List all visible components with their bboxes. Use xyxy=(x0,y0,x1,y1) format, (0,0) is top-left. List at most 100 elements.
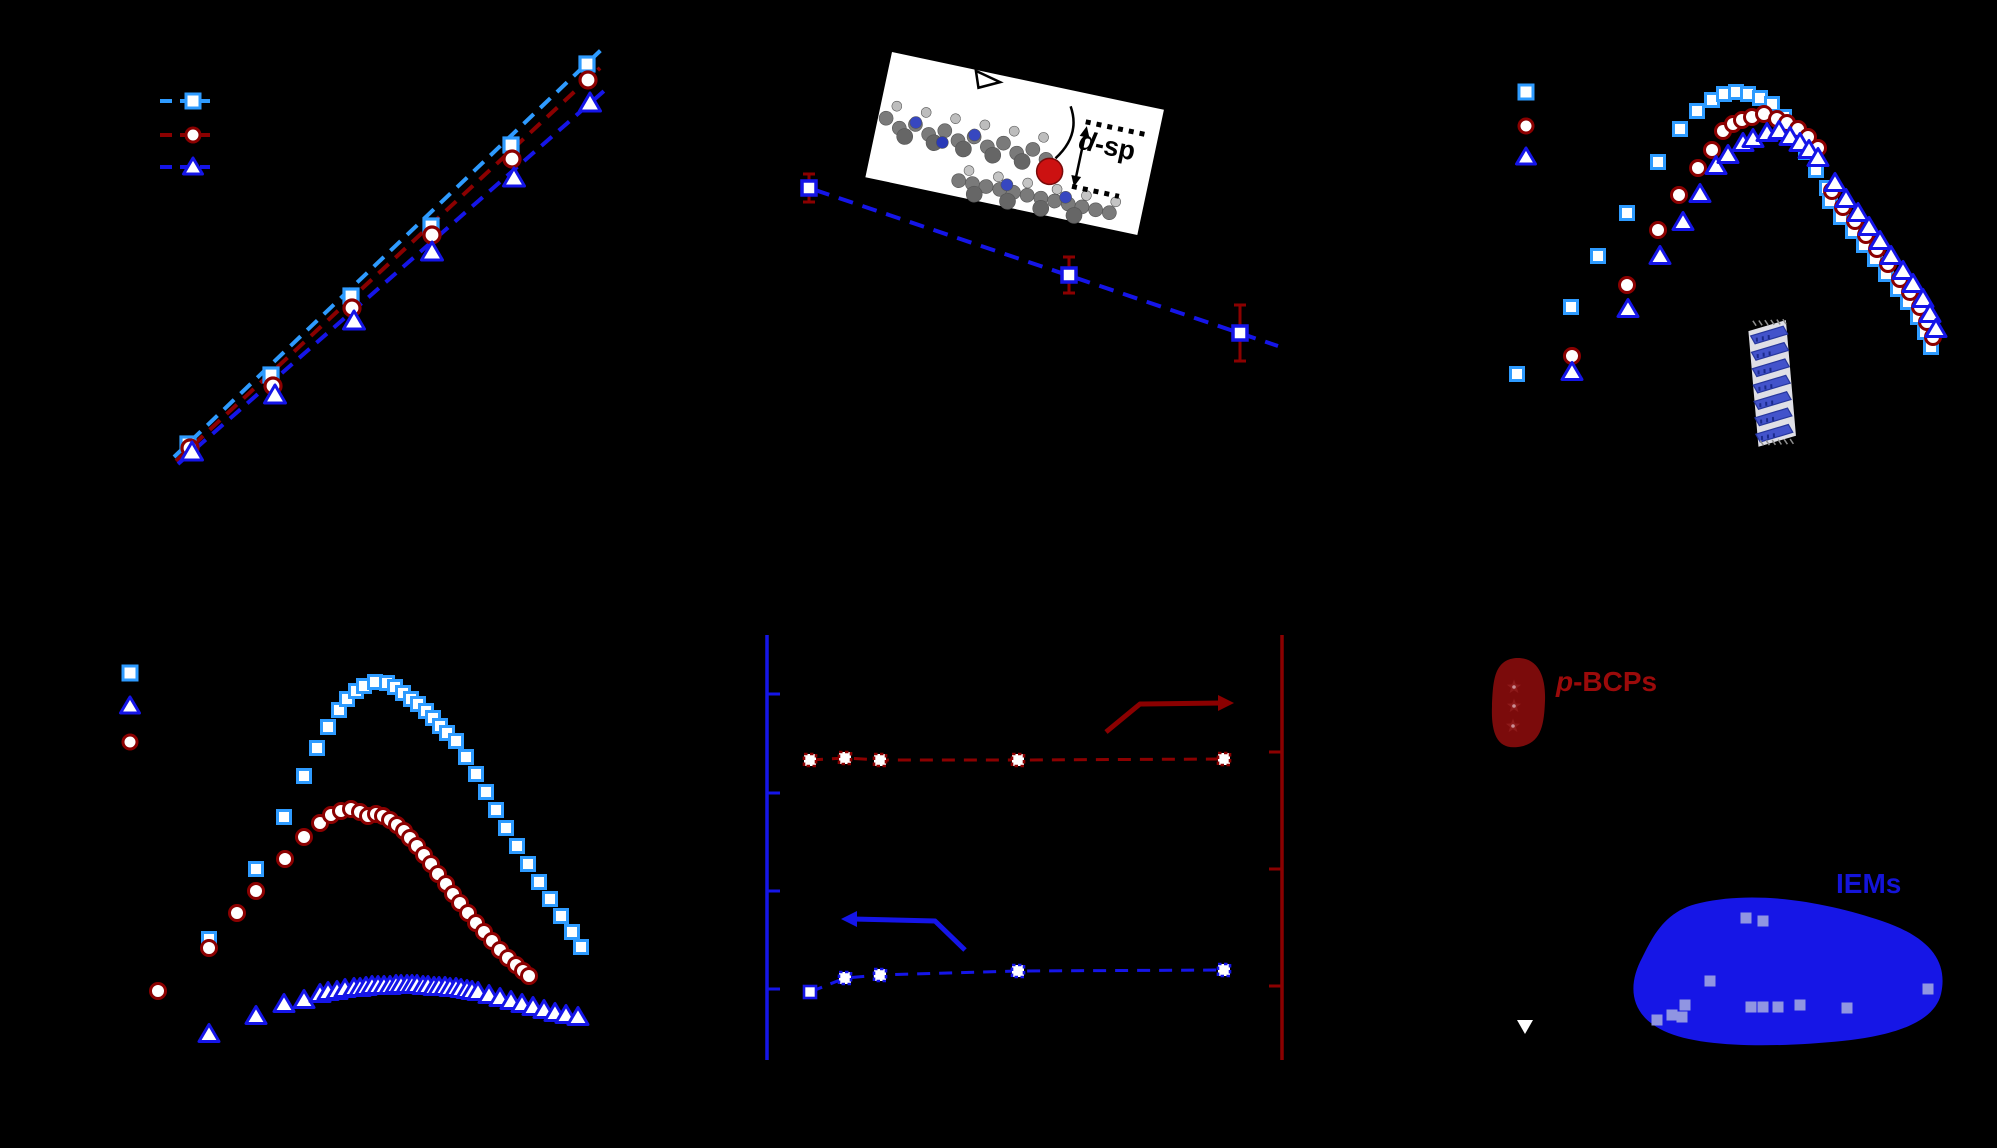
marker-square xyxy=(1689,103,1705,119)
marker-square xyxy=(802,752,818,768)
marker-square xyxy=(1010,752,1026,768)
marker-square xyxy=(468,766,484,782)
marker-square xyxy=(1679,999,1691,1011)
marker-square xyxy=(1010,963,1026,979)
marker-circle xyxy=(295,828,313,846)
series-triangles xyxy=(197,974,590,1043)
series-red-squares xyxy=(802,750,1232,768)
marker-square xyxy=(1672,121,1688,137)
panel-c xyxy=(1509,83,1948,447)
marker-square xyxy=(1666,1009,1678,1021)
marker-square xyxy=(1841,1002,1853,1014)
iems-region xyxy=(1633,897,1943,1046)
marker-square xyxy=(1757,915,1769,927)
fuzz-top xyxy=(1764,319,1769,326)
marker-square xyxy=(1794,999,1806,1011)
marker-square xyxy=(802,984,818,1000)
marker-square xyxy=(1060,266,1078,284)
fuzz-bottom xyxy=(1789,438,1794,445)
to-red-axis-arrowhead xyxy=(1218,695,1234,711)
series-triangles xyxy=(180,91,602,462)
open-arrowhead xyxy=(974,68,1004,90)
atom xyxy=(950,113,961,124)
marker-triangle xyxy=(1911,288,1935,308)
atom xyxy=(1065,207,1083,224)
marker-circle xyxy=(1618,276,1636,294)
marker-triangle xyxy=(342,309,366,331)
dspacing-arrow xyxy=(1074,133,1087,180)
marker-triangle xyxy=(1671,211,1695,231)
marker-triangle xyxy=(1879,245,1903,265)
marker-square xyxy=(1772,1001,1784,1013)
marker-square xyxy=(309,740,325,756)
marker-square xyxy=(184,92,202,110)
marker-triangle xyxy=(197,1023,221,1043)
marker-square xyxy=(578,55,596,73)
marker-triangle xyxy=(180,440,204,462)
marker-square xyxy=(1650,154,1666,170)
marker-square xyxy=(1757,1001,1769,1013)
marker-square xyxy=(1676,1011,1688,1023)
marker-square xyxy=(1563,299,1579,315)
marker-square xyxy=(458,749,474,765)
series-line xyxy=(172,48,603,459)
marker-circle xyxy=(1703,141,1721,159)
to-blue-axis-arrow xyxy=(852,916,967,952)
fuzz-top xyxy=(1758,320,1763,326)
star-dot xyxy=(1512,704,1516,708)
marker-square xyxy=(1745,1001,1757,1013)
atom xyxy=(878,110,894,126)
legend xyxy=(1515,83,1537,166)
marker-square xyxy=(1619,205,1635,221)
marker-circle xyxy=(1649,221,1667,239)
marker-triangle xyxy=(1901,273,1925,293)
marker-triangle xyxy=(420,240,444,262)
marker-triangle xyxy=(1924,318,1948,338)
marker-square xyxy=(1651,1014,1663,1026)
marker-square xyxy=(837,970,853,986)
marker-circle xyxy=(1517,117,1535,135)
marker-square xyxy=(800,179,818,197)
stack-layer xyxy=(1753,391,1792,410)
marker-square xyxy=(564,924,580,940)
marker-square xyxy=(509,838,525,854)
marker-square xyxy=(488,802,504,818)
marker-square xyxy=(1704,975,1716,987)
atom xyxy=(1013,153,1031,170)
marker-square xyxy=(1216,751,1232,767)
marker-triangle xyxy=(1560,361,1584,381)
marker-square xyxy=(498,820,514,836)
marker-triangle xyxy=(1515,146,1537,166)
marker-triangle xyxy=(1704,155,1728,175)
marker-square xyxy=(1517,83,1535,101)
molecule-inset xyxy=(865,52,1164,236)
marker-square xyxy=(320,719,336,735)
series-line xyxy=(174,66,602,463)
marker-circle xyxy=(184,126,202,144)
marker-circle xyxy=(276,850,294,868)
atom xyxy=(1038,132,1049,143)
marker-triangle xyxy=(1918,303,1942,323)
marker-square xyxy=(531,874,547,890)
atom xyxy=(1059,190,1072,204)
fuzz-top xyxy=(1752,320,1757,327)
marker-square xyxy=(872,967,888,983)
legend xyxy=(119,664,141,751)
panel-a xyxy=(160,48,606,466)
marker-triangle xyxy=(1767,120,1791,140)
arrowhead-up xyxy=(1079,126,1090,138)
marker-square xyxy=(542,891,558,907)
marker-triangle xyxy=(502,166,526,188)
to-red-axis-arrow xyxy=(1104,700,1223,734)
marker-square xyxy=(573,939,589,955)
marker-triangle xyxy=(1868,230,1892,250)
atom xyxy=(1102,205,1117,220)
series-line xyxy=(814,188,1279,348)
panel-d xyxy=(119,664,590,1043)
marker-square xyxy=(478,784,494,800)
series-white-down-triangle xyxy=(1517,1020,1533,1034)
atom xyxy=(968,128,981,142)
panel-f xyxy=(1491,657,1943,1046)
marker-triangle xyxy=(292,989,316,1009)
